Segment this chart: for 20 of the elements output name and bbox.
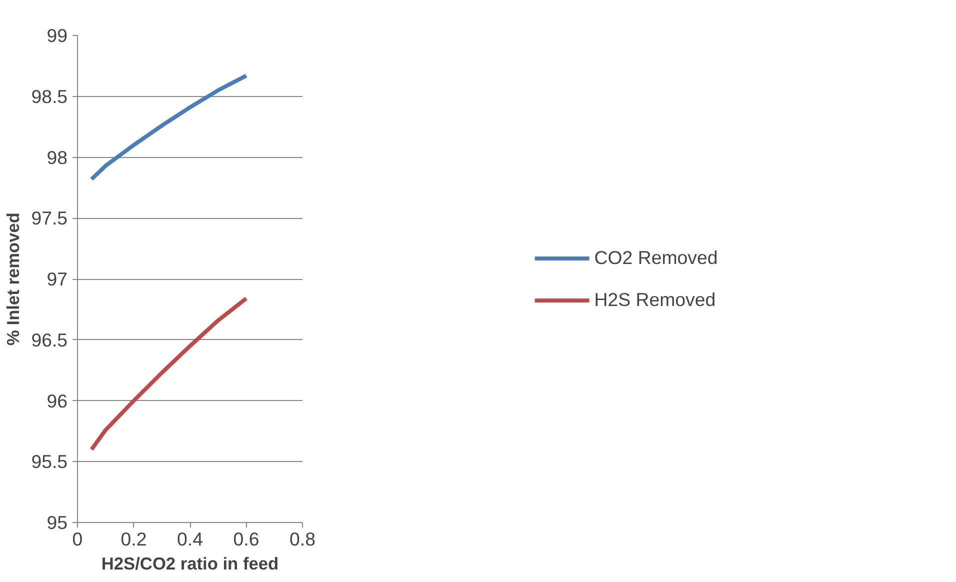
y-tick-label: 99	[46, 25, 68, 46]
y-tick-label: 98	[46, 146, 68, 168]
legend-label: H2S Removed	[594, 288, 716, 310]
line-series	[90, 74, 248, 182]
line-series	[90, 296, 248, 452]
x-tick-label: 0	[72, 528, 83, 550]
x-tick-label: 0.2	[120, 528, 147, 550]
x-axis-title: H2S/CO2 ratio in feed	[101, 554, 279, 574]
y-tick-label: 97.5	[31, 208, 68, 229]
y-tick-label: 97	[46, 268, 68, 290]
legend-label: CO2 Removed	[594, 246, 718, 268]
y-tick-label: 96.5	[31, 329, 68, 350]
y-tick-label: 98.5	[31, 86, 68, 107]
x-tick-label: 0.6	[233, 528, 260, 550]
y-axis-title: % Inlet removed	[3, 212, 24, 346]
y-tick-label: 95	[46, 512, 68, 533]
y-tick-label: 96	[46, 390, 68, 412]
x-tick-label: 0.4	[177, 528, 203, 550]
x-tick-label: 0.8	[290, 528, 316, 550]
y-tick-label: 95.5	[31, 451, 68, 472]
